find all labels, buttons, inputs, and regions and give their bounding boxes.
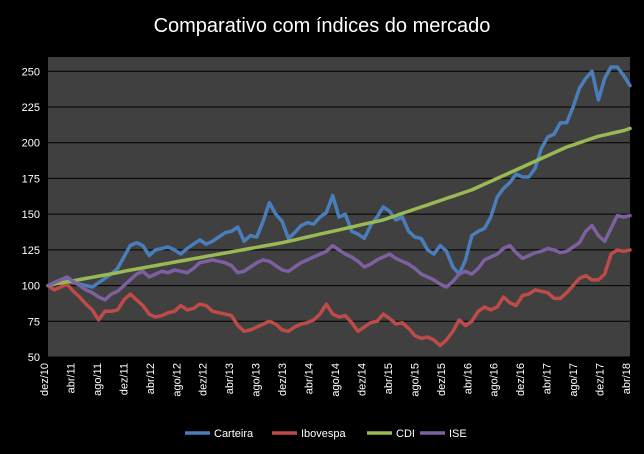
legend: Carteira Ibovespa CDI ISE <box>185 428 467 440</box>
x-tick-label: dez/12 <box>198 363 210 396</box>
x-tick-label: ago/17 <box>568 363 580 397</box>
x-tick-label: abr/14 <box>304 363 316 394</box>
x-tick-label: abr/11 <box>65 363 77 393</box>
x-tick-label: ago/13 <box>251 363 263 397</box>
series-line-ise <box>46 213 632 302</box>
x-tick-label: dez/16 <box>515 363 527 396</box>
x-tick-label: abr/15 <box>383 363 395 394</box>
x-tick-label: dez/11 <box>118 363 130 395</box>
legend-label: CDI <box>396 428 415 440</box>
legend-label: Carteira <box>214 428 254 440</box>
x-tick-label: ago/12 <box>171 363 183 397</box>
y-tick-label: 200 <box>22 138 40 150</box>
chart-title: Comparativo com índices do mercado <box>154 15 491 37</box>
x-tick-label: dez/14 <box>356 363 368 396</box>
x-tick-label: abr/12 <box>145 363 157 394</box>
x-tick-label: dez/10 <box>39 363 51 396</box>
y-tick-label: 250 <box>22 66 40 78</box>
x-tick-label: ago/15 <box>409 363 421 397</box>
x-axis-tick-labels: dez/10 abr/11 ago/11 dez/11 abr/12 ago/12 dez/… <box>39 363 633 397</box>
y-tick-label: 75 <box>28 316 40 328</box>
x-tick-label: ago/14 <box>330 363 342 397</box>
x-tick-label: abr/16 <box>462 363 474 394</box>
legend-label: Ibovespa <box>301 428 347 440</box>
x-tick-label: ago/11 <box>92 363 104 396</box>
series-line-carteira <box>46 65 632 289</box>
y-tick-label: 100 <box>22 281 40 293</box>
y-tick-label: 50 <box>28 352 40 364</box>
x-tick-label: dez/13 <box>277 363 289 396</box>
y-tick-label: 225 <box>22 102 40 114</box>
y-tick-label: 150 <box>22 209 40 221</box>
x-tick-label: dez/15 <box>436 363 448 396</box>
series-lines <box>46 65 632 348</box>
x-tick-label: abr/13 <box>224 363 236 394</box>
x-tick-label: ago/16 <box>489 363 501 397</box>
y-tick-label: 175 <box>22 173 40 185</box>
x-tick-label: abr/17 <box>542 363 554 394</box>
series-line-cdi <box>46 126 632 288</box>
y-axis-tick-labels: 50 75 100 125 150 175 200 225 250 <box>22 66 40 364</box>
x-tick-label: dez/17 <box>595 363 607 396</box>
series-line-ibovespa <box>46 248 632 348</box>
x-tick-label: abr/18 <box>621 363 633 394</box>
legend-label: ISE <box>449 428 467 440</box>
y-tick-label: 125 <box>22 245 40 257</box>
plot-background <box>48 57 630 357</box>
